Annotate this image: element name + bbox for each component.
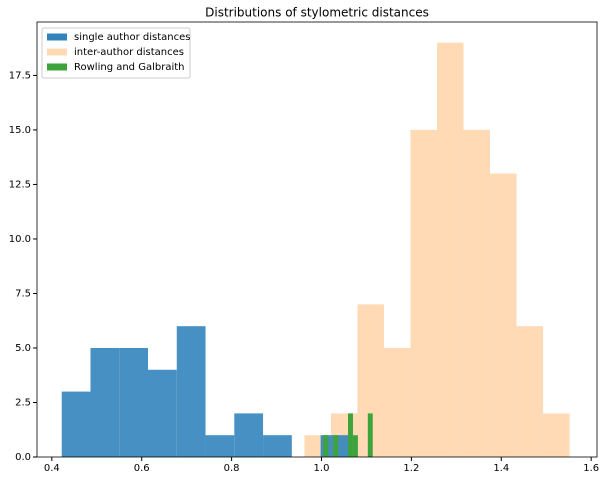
legend-swatch [47, 63, 67, 71]
x-tick-label: 1.4 [493, 463, 509, 474]
legend-swatch [47, 33, 67, 41]
legend-label: inter-author distances [74, 47, 184, 58]
bar [383, 347, 411, 457]
y-tick-label: 7.5 [15, 288, 31, 299]
legend-swatch [47, 48, 67, 56]
bar [323, 435, 329, 457]
y-tick-label: 5.0 [15, 343, 31, 354]
chart-title: Distributions of stylometric distances [205, 6, 429, 20]
y-tick-label: 15.0 [9, 125, 31, 136]
bar [490, 173, 517, 457]
y-tick-label: 17.5 [9, 70, 31, 81]
bar [333, 435, 339, 457]
x-tick-label: 0.8 [224, 463, 240, 474]
y-tick-label: 0.0 [15, 452, 31, 463]
bar [543, 413, 570, 457]
legend-box [41, 27, 191, 79]
bar [367, 413, 373, 457]
y-tick-label: 12.5 [9, 179, 31, 190]
bar [148, 369, 177, 457]
x-tick-label: 0.6 [134, 463, 150, 474]
legend-label: single author distances [74, 32, 191, 43]
bar [410, 129, 437, 458]
bar [352, 435, 358, 457]
bar [205, 435, 235, 457]
bar [437, 42, 464, 457]
legend-label: Rowling and Galbraith [74, 62, 185, 73]
bar [119, 347, 149, 457]
bar [61, 391, 91, 457]
bar [234, 413, 264, 457]
bar [463, 129, 491, 458]
x-tick-label: 1.6 [583, 463, 599, 474]
bar [90, 347, 120, 457]
x-tick-label: 0.4 [44, 463, 60, 474]
y-tick-label: 10.0 [9, 234, 31, 245]
bar [176, 326, 206, 457]
plot-frame [36, 21, 598, 458]
x-tick-label: 1.0 [314, 463, 330, 474]
bar [516, 326, 544, 457]
bar [263, 435, 292, 457]
x-tick-label: 1.2 [403, 463, 419, 474]
bar [348, 413, 353, 457]
y-tick-label: 2.5 [15, 397, 31, 408]
